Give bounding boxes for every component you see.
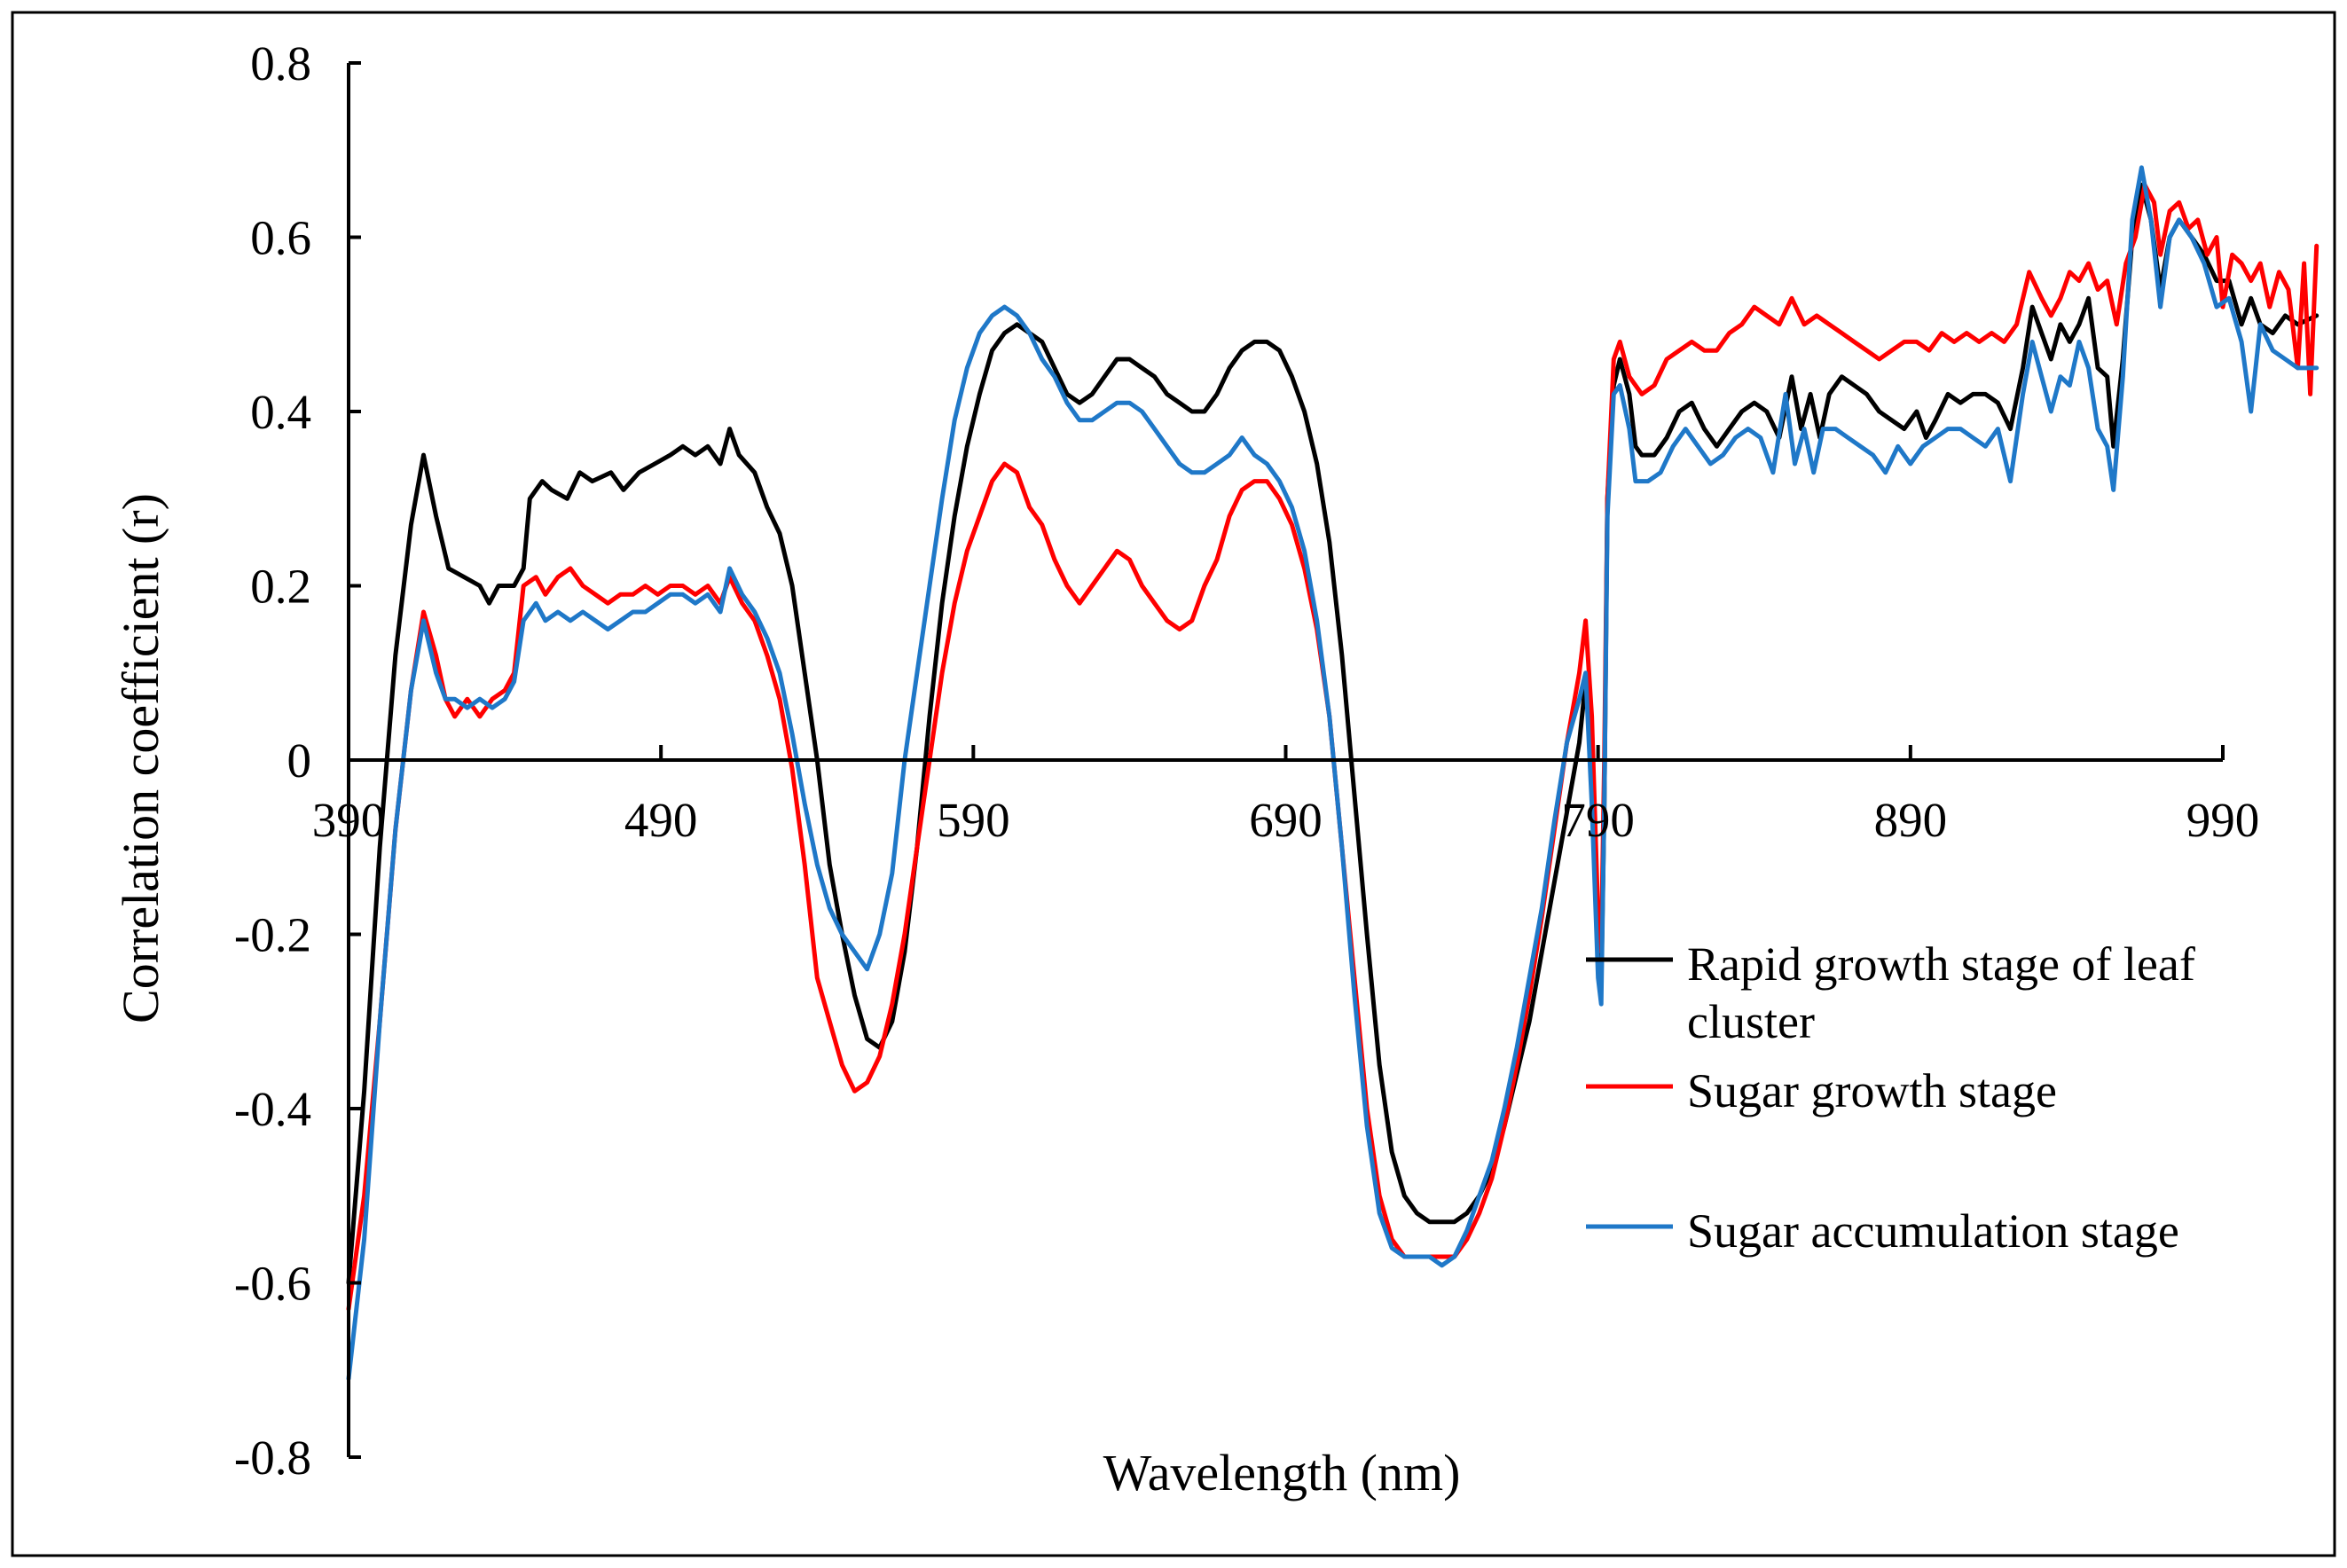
legend-label-3: Sugar accumulation stage bbox=[1687, 1204, 2179, 1258]
series-line-3 bbox=[346, 165, 2320, 1382]
y-tick-label: 0.4 bbox=[250, 385, 311, 439]
series-layer bbox=[346, 165, 2320, 1382]
y-axis-title: Correlation coefficient (r) bbox=[112, 493, 169, 1023]
y-tick-label: -0.2 bbox=[234, 908, 311, 962]
x-axis-title: Wavelength (nm) bbox=[1103, 1444, 1461, 1501]
y-tick-label: 0.6 bbox=[250, 211, 311, 265]
x-tick-label: 390 bbox=[312, 793, 386, 847]
x-tick-label: 690 bbox=[1249, 793, 1323, 847]
y-tick-label: -0.8 bbox=[234, 1431, 311, 1485]
y-tick-label: -0.4 bbox=[234, 1082, 311, 1136]
legend-label-1: Rapid growth stage of leaf cluster bbox=[1687, 937, 2195, 1048]
y-tick-label: 0.2 bbox=[250, 560, 311, 614]
y-tick-label: -0.6 bbox=[234, 1257, 311, 1311]
axes-layer: 0.8 0.6 0.4 0.2 0 -0.2 -0.4 -0.6 -0.8 390 490 590 69… bbox=[234, 36, 2259, 1485]
x-tick-label: 490 bbox=[624, 793, 698, 847]
x-tick-label: 590 bbox=[937, 793, 1010, 847]
legend: Rapid growth stage of leaf cluster Sugar g… bbox=[1586, 937, 2195, 1258]
chart-frame bbox=[11, 11, 2336, 1557]
y-tick-label: 0.8 bbox=[250, 36, 311, 90]
legend-label-2: Sugar growth stage bbox=[1687, 1064, 2057, 1117]
series-line-1 bbox=[346, 183, 2320, 1285]
x-tick-label: 790 bbox=[1561, 793, 1635, 847]
x-tick-label: 890 bbox=[1874, 793, 1948, 847]
y-tick-label: 0 bbox=[287, 733, 312, 788]
x-tick-label: 990 bbox=[2186, 793, 2260, 847]
